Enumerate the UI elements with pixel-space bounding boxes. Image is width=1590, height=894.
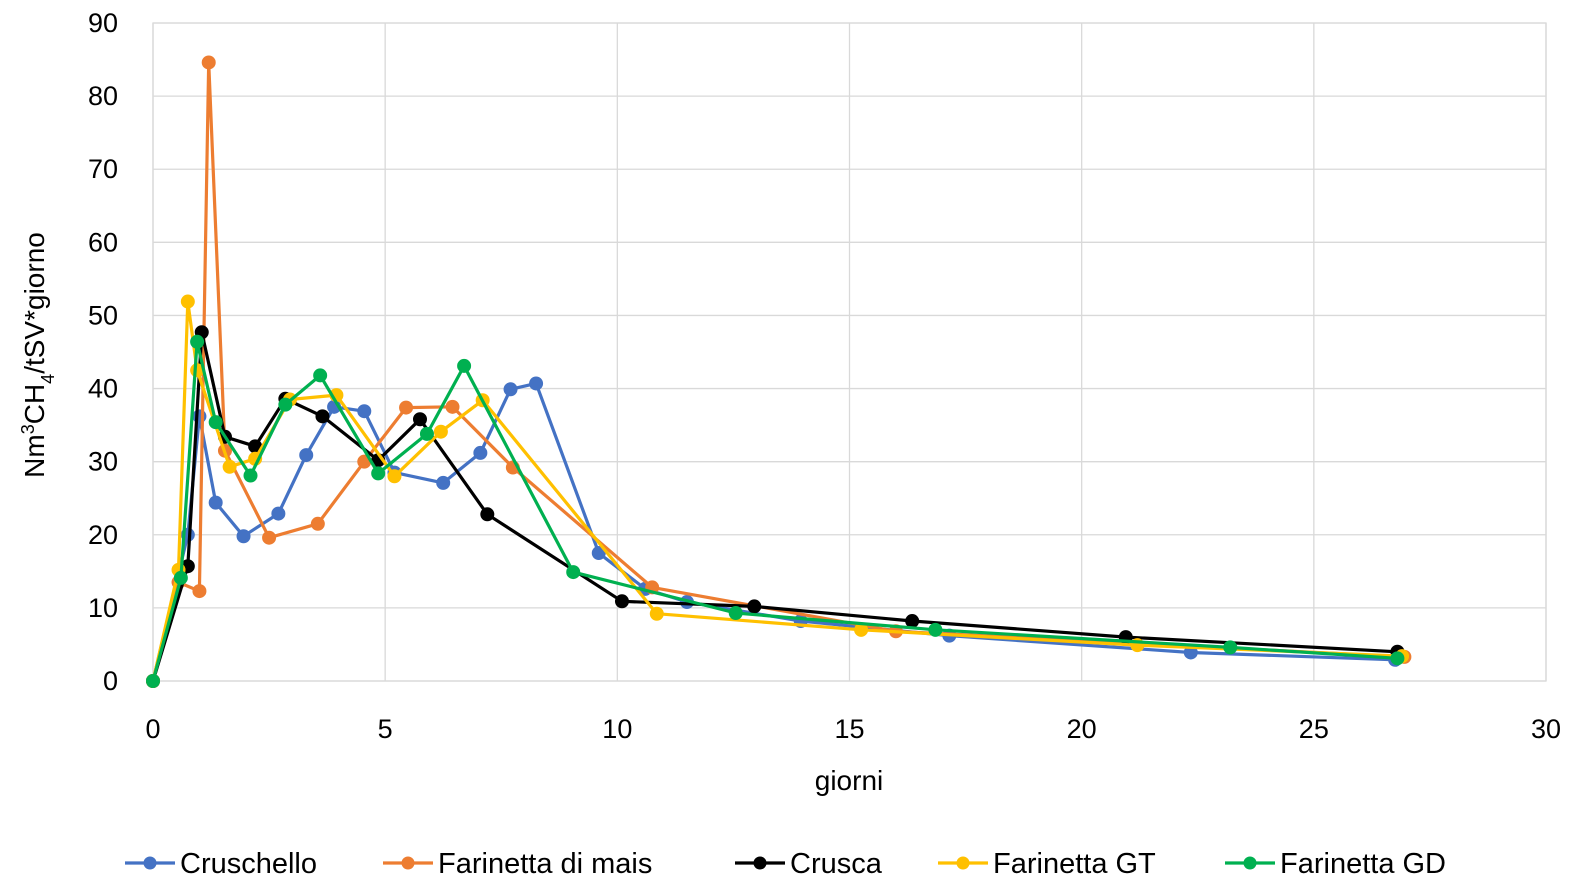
series-farinetta-gd (146, 334, 1405, 688)
y-tick-labels: 0 10 20 30 40 50 60 70 80 90 (88, 8, 118, 696)
legend-swatch-marker (143, 856, 157, 870)
legend-label: Farinetta di mais (438, 848, 652, 880)
data-point (278, 397, 293, 412)
data-point (146, 674, 160, 688)
x-tick-label: 10 (602, 714, 632, 744)
x-tick-label: 15 (834, 714, 864, 744)
y-tick-label: 50 (88, 300, 118, 330)
x-tick-label: 30 (1531, 714, 1561, 744)
series-line (151, 60, 1405, 682)
data-point (371, 466, 386, 481)
series-farinetta-di-mais (146, 55, 1412, 688)
series-farinetta-gt (146, 294, 1410, 688)
data-point (728, 606, 743, 621)
data-point (436, 475, 451, 490)
series-layer (146, 55, 1412, 688)
legend-swatch-marker (401, 856, 415, 870)
data-point (1223, 640, 1238, 655)
y-tick-label: 70 (88, 154, 118, 184)
y-tick-label: 20 (88, 520, 118, 550)
series-line (151, 330, 1398, 682)
y-axis-title: Nm3CH4/tSV*giorno (18, 232, 58, 478)
data-point (262, 530, 277, 545)
data-point (649, 606, 664, 621)
data-point (387, 469, 402, 484)
legend-label: Crusca (790, 848, 883, 880)
data-point (315, 409, 330, 424)
x-tick-label: 5 (378, 714, 393, 744)
data-point (243, 468, 258, 483)
legend-swatch-marker (956, 856, 970, 870)
legend-swatch-marker (1243, 856, 1257, 870)
legend-item: Cruschello (125, 848, 317, 880)
data-point (503, 382, 518, 397)
data-point (529, 376, 544, 391)
legend-item: Crusca (735, 848, 883, 880)
data-point (747, 599, 762, 614)
y-tick-label: 40 (88, 374, 118, 404)
legend-label: Cruschello (180, 848, 317, 880)
plot-border (152, 22, 1547, 682)
legend-label: Farinetta GD (1280, 848, 1446, 880)
data-point (192, 584, 207, 599)
data-point (412, 412, 427, 427)
legend-label: Farinetta GT (993, 848, 1156, 880)
x-tick-label: 20 (1067, 714, 1097, 744)
series-crusca (146, 325, 1405, 688)
data-point (928, 622, 943, 637)
data-point (357, 404, 372, 419)
data-point (180, 294, 195, 309)
y-axis-title-sub: 4 (38, 374, 58, 384)
data-point (399, 400, 414, 415)
data-point (457, 358, 472, 373)
y-axis-title-sup: 3 (18, 424, 38, 434)
x-tick-label: 25 (1299, 714, 1329, 744)
data-point (419, 426, 434, 441)
data-point (313, 368, 328, 383)
data-point (310, 516, 325, 531)
x-tick-labels: 0 5 10 15 20 25 30 (145, 714, 1561, 744)
data-point (566, 565, 581, 580)
x-axis-title: giorni (815, 765, 883, 796)
data-point (445, 399, 460, 414)
y-tick-label: 90 (88, 8, 118, 38)
y-tick-label: 80 (88, 81, 118, 111)
grid (152, 22, 1547, 682)
data-point (222, 459, 237, 474)
y-axis-title-prefix: Nm (19, 434, 50, 478)
legend-item: Farinetta GT (938, 848, 1156, 880)
y-tick-label: 10 (88, 593, 118, 623)
x-tick-label: 0 (145, 714, 160, 744)
legend-item: Farinetta di mais (383, 848, 652, 880)
data-point (905, 614, 920, 629)
data-point (190, 334, 205, 349)
data-point (201, 55, 216, 70)
legend-item: Farinetta GD (1225, 848, 1446, 880)
data-point (473, 445, 488, 460)
data-point (1390, 651, 1405, 666)
data-point (208, 495, 223, 510)
data-point (173, 570, 188, 585)
y-axis-title-suffix: /tSV*giorno (19, 232, 50, 374)
y-axis-title-mid: CH (19, 384, 50, 424)
data-point (236, 529, 251, 544)
data-point (614, 594, 629, 609)
y-tick-label: 60 (88, 227, 118, 257)
data-point (271, 506, 286, 521)
legend-swatch-marker (753, 856, 767, 870)
y-tick-label: 0 (103, 666, 118, 696)
data-point (433, 424, 448, 439)
y-tick-label: 30 (88, 447, 118, 477)
legend: Cruschello Farinetta di mais Crusca Farinet… (125, 848, 1446, 880)
data-point (299, 448, 314, 463)
plot-area (152, 22, 1547, 682)
data-point (480, 507, 495, 522)
data-point (208, 415, 223, 430)
